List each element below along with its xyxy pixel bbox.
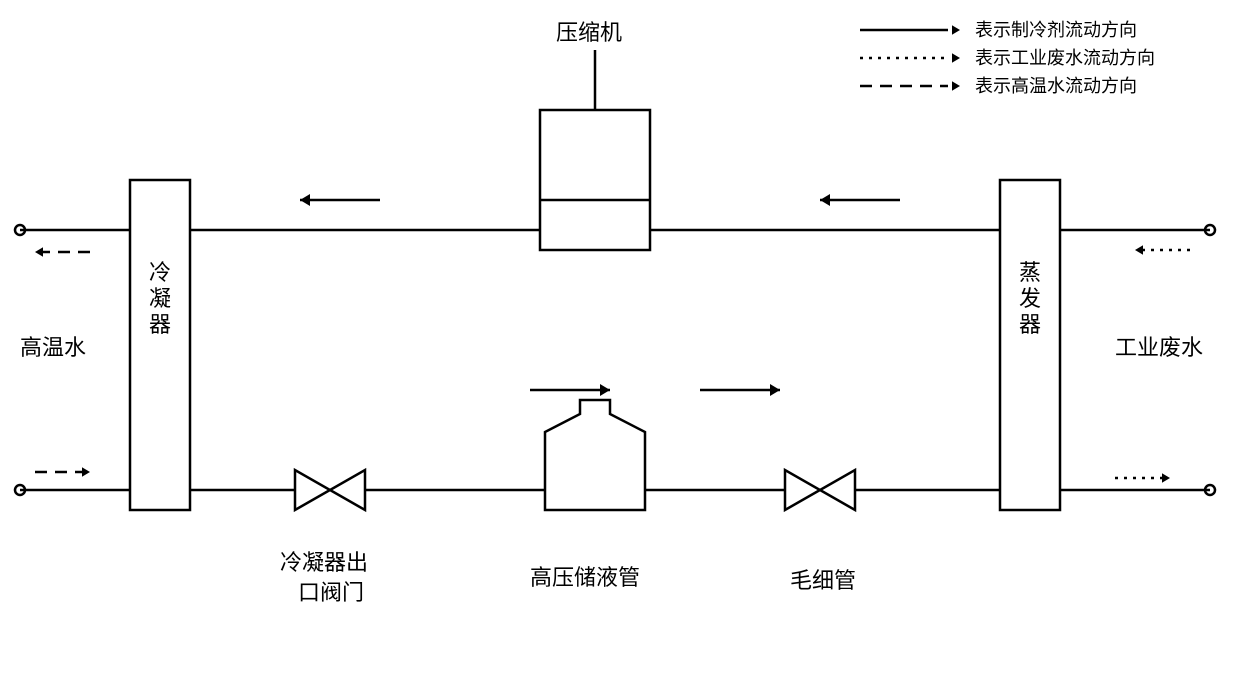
capillary-label: 毛细管 <box>790 568 856 593</box>
receiver <box>545 400 645 510</box>
condenser-outlet-valve <box>295 470 330 510</box>
condenser <box>130 180 190 510</box>
arrow-head <box>952 53 960 63</box>
arrow-head <box>1162 473 1170 483</box>
condenser-label: 凝 <box>149 286 171 311</box>
condenser-label: 器 <box>149 312 171 337</box>
compressor <box>540 110 650 250</box>
compressor-label: 压缩机 <box>556 20 622 45</box>
arrow-head <box>600 384 610 396</box>
arrow-head <box>300 194 310 206</box>
condenser-label: 冷 <box>149 260 171 285</box>
arrow-head <box>82 467 90 477</box>
arrow-head <box>952 81 960 91</box>
arrow-head <box>952 25 960 35</box>
arrow-head <box>35 247 43 257</box>
capillary-valve <box>785 470 820 510</box>
arrow-head <box>770 384 780 396</box>
legend-label-2: 表示高温水流动方向 <box>975 76 1137 96</box>
evaporator-label: 蒸 <box>1019 260 1041 285</box>
evaporator-label: 发 <box>1019 286 1041 311</box>
condenser-outlet-valve <box>330 470 365 510</box>
hotwater-label: 高温水 <box>20 335 86 360</box>
capillary-valve <box>820 470 855 510</box>
valve-outlet-label2: 口阀门 <box>298 580 364 605</box>
legend-label-1: 表示工业废水流动方向 <box>975 48 1155 68</box>
wastewater-label: 工业废水 <box>1115 335 1203 360</box>
evaporator <box>1000 180 1060 510</box>
arrow-head <box>1135 245 1143 255</box>
legend-label-0: 表示制冷剂流动方向 <box>975 20 1137 40</box>
arrow-head <box>820 194 830 206</box>
receiver-label: 高压储液管 <box>530 565 640 590</box>
evaporator-label: 器 <box>1019 312 1041 337</box>
valve-outlet-label1: 冷凝器出 <box>280 550 368 575</box>
